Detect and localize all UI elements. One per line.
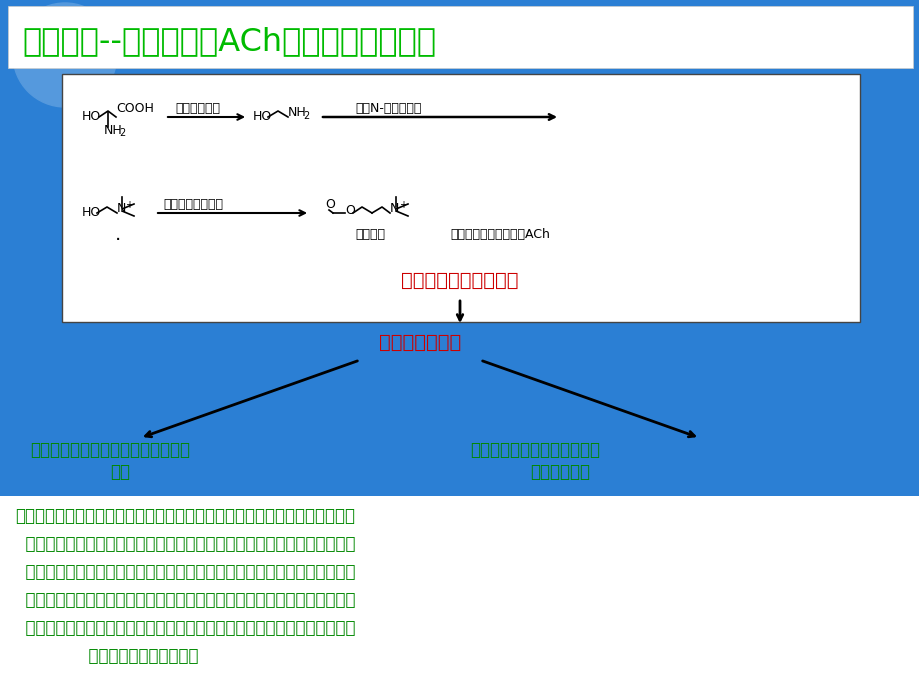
Text: 突触前神经细胞内合成ACh: 突触前神经细胞内合成ACh (449, 228, 550, 242)
Text: HO: HO (82, 206, 101, 219)
Text: O: O (345, 204, 355, 217)
Text: 胆碱乙酰基转移酶: 胆碱乙酰基转移酶 (163, 199, 222, 212)
Text: 乙酰胆碱在突触前神经细胞内合成。神经冲动使之释放并作用于突触后膜上: 乙酰胆碱在突触前神经细胞内合成。神经冲动使之释放并作用于突触后膜上 (15, 535, 355, 553)
Circle shape (13, 3, 117, 107)
Text: HO: HO (82, 110, 101, 124)
Text: 释放到突触间隙: 释放到突触间隙 (379, 333, 460, 351)
Bar (8, 6, 912, 68)
Text: 2: 2 (302, 111, 309, 121)
Bar (0, 496, 919, 690)
Text: 运动神经、交感神经节前神经元和全部副交感神经的化学递质均为乙酰胆碱。: 运动神经、交感神经节前神经元和全部副交感神经的化学递质均为乙酰胆碱。 (15, 507, 355, 525)
Text: 为胆碱和乙酸而失活。胆碱经主动再摄取返回突触前神经末梢，再为乙酰胆: 为胆碱和乙酸而失活。胆碱经主动再摄取返回突触前神经末梢，再为乙酰胆 (15, 591, 355, 609)
Text: 碱合成所用。所以理论上其中每一个环节都可能经药物的影响达到增强或减: 碱合成所用。所以理论上其中每一个环节都可能经药物的影响达到增强或减 (15, 619, 355, 637)
Text: N: N (117, 202, 126, 215)
Text: 的乙酰胆碱受体，产生效应。之后，乙酰胆碱分子被乙酰胆碱酯酶催化水解: 的乙酰胆碱受体，产生效应。之后，乙酰胆碱分子被乙酰胆碱酯酶催化水解 (15, 563, 355, 581)
Text: N: N (390, 202, 399, 215)
Text: NH: NH (104, 124, 122, 137)
Text: HO: HO (253, 110, 272, 124)
Text: 乙酰胆碱: 乙酰胆碱 (355, 228, 384, 242)
Text: 2: 2 (119, 128, 125, 138)
Text: 产生生理作用: 产生生理作用 (529, 463, 589, 481)
Text: +: + (125, 200, 133, 210)
Text: 胆碱N-甲基转移酶: 胆碱N-甲基转移酶 (355, 103, 421, 115)
Text: 丝氨酸脱羧酶: 丝氨酸脱羧酶 (175, 103, 220, 115)
Bar (62, 74, 859, 322)
Text: NH: NH (288, 106, 306, 119)
Text: 突触前神经细胞内合成: 突触前神经细胞内合成 (401, 270, 518, 290)
Text: COOH: COOH (116, 101, 153, 115)
Text: 弱乙酰胆碱作用的结果。: 弱乙酰胆碱作用的结果。 (15, 647, 199, 665)
Text: 化学递质--乙酰胆碱（ACh）生物合成及代谢: 化学递质--乙酰胆碱（ACh）生物合成及代谢 (22, 26, 436, 57)
Text: 失活: 失活 (110, 463, 130, 481)
Text: O: O (324, 199, 335, 212)
Text: .: . (115, 226, 121, 244)
Text: 与突触后膜上胆碱受体结合，: 与突触后膜上胆碱受体结合， (470, 441, 599, 459)
Text: +: + (399, 200, 406, 210)
Text: 部分被胆碱酯酶水解为胆碱和乙酸，: 部分被胆碱酯酶水解为胆碱和乙酸， (30, 441, 190, 459)
